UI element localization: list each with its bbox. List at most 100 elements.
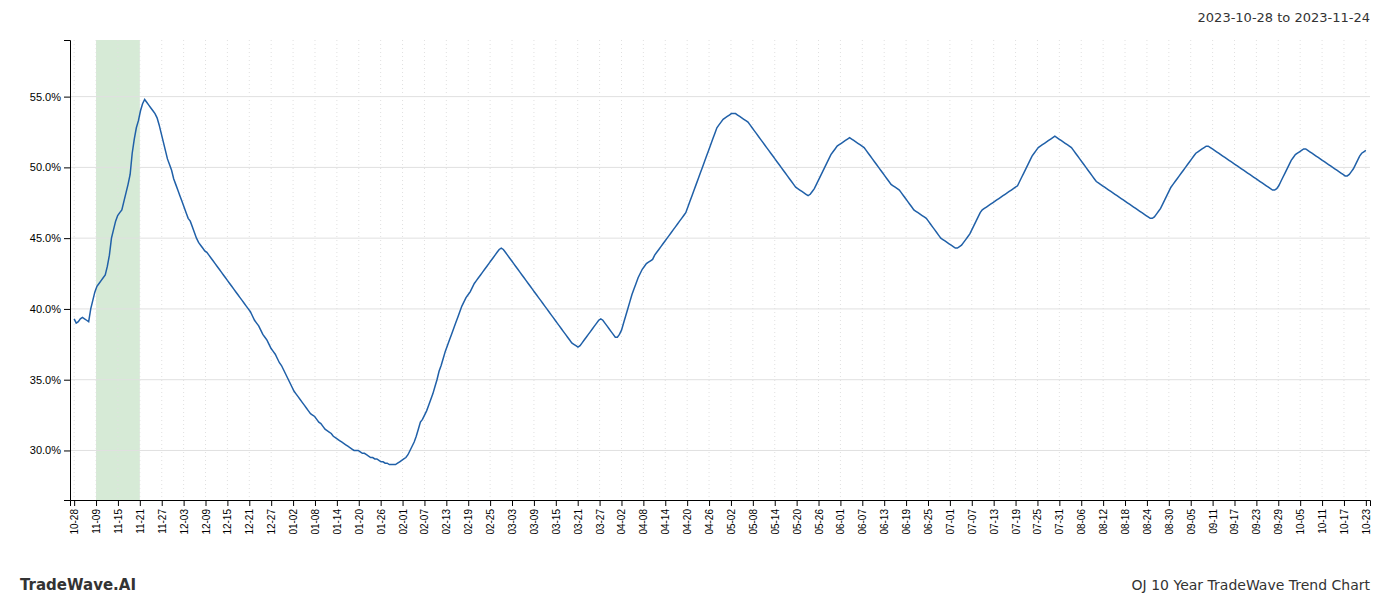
x-grid-line [1343, 40, 1344, 500]
x-grid-line [314, 40, 315, 500]
y-grid-line [70, 450, 1370, 451]
x-tick-mark [709, 500, 710, 506]
x-tick-label: 05-20 [792, 509, 803, 535]
x-tick-label: 04-20 [682, 509, 693, 535]
x-tick: 08-30 [1164, 500, 1175, 535]
x-tick-mark [1322, 500, 1323, 506]
x-tick-mark [315, 500, 316, 506]
x-tick-label: 09-23 [1251, 509, 1262, 535]
x-tick-mark [665, 500, 666, 506]
x-tick-label: 03-21 [573, 509, 584, 535]
x-tick-label: 11-15 [113, 509, 124, 534]
x-grid-line [599, 40, 600, 500]
y-grid-line [70, 96, 1370, 97]
y-grid-line [70, 167, 1370, 168]
x-tick: 09-29 [1273, 500, 1284, 535]
x-grid-line [906, 40, 907, 500]
x-tick-label: 12-03 [179, 509, 190, 535]
y-tick-label: 55.0% [30, 91, 61, 103]
x-tick-mark [928, 500, 929, 506]
x-grid-line [205, 40, 206, 500]
x-grid-line [993, 40, 994, 500]
y-axis: 30.0%35.0%40.0%45.0%50.0%55.0% [30, 41, 71, 501]
x-tick-mark [621, 500, 622, 506]
x-tick: 11-21 [135, 500, 146, 534]
x-tick-label: 11-21 [135, 509, 146, 534]
x-grid-line [1278, 40, 1279, 500]
x-tick: 09-23 [1251, 500, 1262, 535]
x-tick: 05-02 [726, 500, 737, 535]
x-tick-label: 09-05 [1186, 509, 1197, 535]
x-tick-label: 01-08 [310, 509, 321, 535]
x-tick: 09-17 [1229, 500, 1240, 535]
x-tick: 03-27 [595, 500, 606, 535]
x-tick-mark [468, 500, 469, 506]
x-tick-mark [381, 500, 382, 506]
x-tick-mark [118, 500, 119, 506]
x-grid-line [730, 40, 731, 500]
x-tick-label: 01-02 [288, 509, 299, 535]
x-tick: 02-19 [463, 500, 474, 535]
x-tick: 08-18 [1120, 500, 1131, 535]
x-tick-label: 05-26 [814, 509, 825, 535]
title: 2023-10-28 to 2023-11-24 [1198, 10, 1370, 25]
y-grid-line [70, 308, 1370, 309]
x-grid-line [468, 40, 469, 500]
x-tick-label: 06-07 [857, 509, 868, 535]
x-grid-line [1015, 40, 1016, 500]
x-tick-mark [1256, 500, 1257, 506]
x-tick-mark [1037, 500, 1038, 506]
x-tick: 01-14 [332, 500, 343, 535]
x-tick: 12-15 [222, 500, 233, 535]
x-tick-mark [731, 500, 732, 506]
x-tick: 10-23 [1361, 500, 1372, 535]
x-grid-line [380, 40, 381, 500]
x-tick: 08-06 [1076, 500, 1087, 535]
x-tick-label: 02-01 [398, 509, 409, 535]
x-tick: 06-07 [857, 500, 868, 535]
x-tick-mark [74, 500, 75, 506]
y-tick-label: 40.0% [30, 303, 61, 315]
x-grid-line [687, 40, 688, 500]
x-tick-label: 07-01 [945, 509, 956, 535]
x-grid-line [971, 40, 972, 500]
annotation: OJ 10 Year TradeWave Trend Chart [1132, 577, 1371, 593]
x-tick-label: 12-21 [244, 509, 255, 535]
x-tick: 07-31 [1054, 500, 1065, 535]
x-tick-label: 09-17 [1229, 509, 1240, 535]
x-tick-mark [162, 500, 163, 506]
x-grid-line [709, 40, 710, 500]
x-grid-line [512, 40, 513, 500]
x-tick: 11-27 [157, 500, 168, 534]
y-grid-line [70, 379, 1370, 380]
x-tick-mark [950, 500, 951, 506]
x-tick: 03-03 [507, 500, 518, 535]
x-tick: 10-11 [1317, 500, 1328, 534]
x-tick-label: 07-31 [1054, 509, 1065, 535]
x-grid-line [1146, 40, 1147, 500]
x-tick: 06-19 [901, 500, 912, 535]
x-tick-mark [1213, 500, 1214, 506]
x-tick: 03-21 [573, 500, 584, 535]
x-grid-line [358, 40, 359, 500]
x-tick-mark [819, 500, 820, 506]
x-grid-line [117, 40, 118, 500]
x-tick-mark [206, 500, 207, 506]
x-tick-label: 03-15 [551, 509, 562, 535]
y-tick-mark [64, 380, 70, 381]
x-tick-mark [293, 500, 294, 506]
x-tick-mark [862, 500, 863, 506]
x-tick-mark [994, 500, 995, 506]
x-tick: 04-20 [682, 500, 693, 535]
x-tick-mark [687, 500, 688, 506]
x-tick-label: 03-09 [529, 509, 540, 535]
annotation: TradeWave.AI [20, 576, 136, 594]
x-grid-line [555, 40, 556, 500]
x-tick: 08-24 [1142, 500, 1153, 535]
x-grid-line [402, 40, 403, 500]
x-grid-line [796, 40, 797, 500]
x-tick-mark [972, 500, 973, 506]
x-grid-line [161, 40, 162, 500]
x-grid-line [840, 40, 841, 500]
x-tick-label: 08-24 [1142, 509, 1153, 535]
